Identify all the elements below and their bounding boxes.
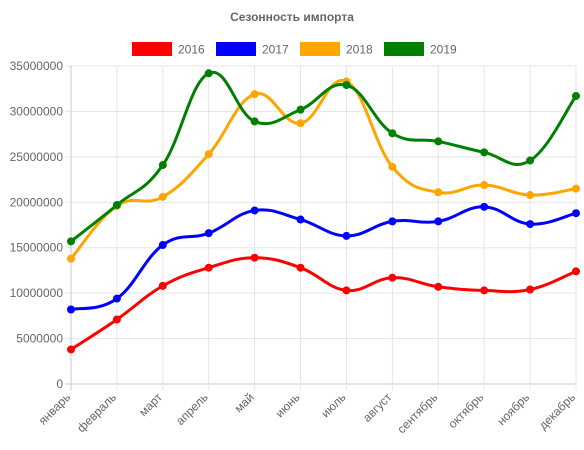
data-point-2016-январь[interactable]	[67, 345, 75, 354]
data-point-2017-июль[interactable]	[342, 231, 351, 240]
y-tick-label: 35000000	[10, 59, 64, 73]
data-point-2016-март[interactable]	[158, 281, 167, 290]
x-tick-label: июнь	[273, 390, 303, 420]
data-point-2017-декабрь[interactable]	[572, 209, 580, 218]
x-tick-label: август	[360, 390, 395, 425]
data-point-2019-сентябрь[interactable]	[434, 137, 443, 146]
data-point-2017-февраль[interactable]	[112, 294, 121, 303]
data-point-2016-август[interactable]	[388, 273, 397, 282]
data-point-2018-апрель[interactable]	[204, 150, 213, 159]
x-tick-label: июль	[318, 390, 348, 420]
data-point-2018-октябрь[interactable]	[480, 181, 489, 190]
data-point-2019-август[interactable]	[388, 129, 397, 138]
data-point-2019-февраль[interactable]	[112, 201, 121, 210]
data-point-2018-ноябрь[interactable]	[526, 191, 535, 200]
x-tick-label: сентябрь	[394, 390, 440, 436]
data-point-2016-май[interactable]	[250, 253, 259, 262]
y-tick-label: 5000000	[16, 332, 63, 346]
y-tick-label: 20000000	[10, 195, 64, 209]
data-point-2019-ноябрь[interactable]	[526, 156, 535, 165]
y-axis: 0 5000000 10000000 15000000 20000000 25000000…	[10, 59, 64, 391]
data-point-2016-июль[interactable]	[342, 286, 351, 295]
data-point-2018-июнь[interactable]	[296, 119, 305, 128]
y-tick-label: 15000000	[10, 241, 64, 255]
y-tick-label: 25000000	[10, 150, 64, 164]
x-tick-label: октябрь	[445, 390, 486, 431]
data-point-2016-апрель[interactable]	[204, 263, 213, 272]
data-point-2019-июль[interactable]	[342, 81, 351, 90]
data-point-2016-октябрь[interactable]	[480, 286, 489, 295]
data-point-2018-март[interactable]	[158, 192, 167, 201]
data-point-2017-апрель[interactable]	[204, 229, 213, 238]
y-tick-label: 10000000	[10, 286, 64, 300]
y-tick-label: 0	[56, 377, 63, 391]
grid	[65, 65, 577, 390]
legend-swatch	[132, 42, 172, 56]
data-point-2019-май[interactable]	[250, 117, 259, 126]
data-point-2017-август[interactable]	[388, 217, 397, 226]
data-point-2019-январь[interactable]	[67, 237, 75, 246]
data-point-2017-май[interactable]	[250, 206, 259, 215]
legend-item-2017[interactable]: 2017	[216, 42, 289, 57]
series-2016	[67, 253, 580, 354]
data-point-2017-октябрь[interactable]	[480, 202, 489, 211]
data-point-2018-сентябрь[interactable]	[434, 188, 443, 197]
data-point-2019-апрель[interactable]	[204, 69, 213, 78]
data-point-2018-январь[interactable]	[67, 254, 75, 263]
data-point-2019-июнь[interactable]	[296, 105, 305, 114]
series-2019	[67, 69, 580, 246]
legend-label: 2016	[178, 43, 205, 57]
y-tick-label: 30000000	[10, 104, 64, 118]
data-point-2018-май[interactable]	[250, 90, 259, 99]
data-point-2018-декабрь[interactable]	[572, 184, 580, 193]
series-layer	[67, 69, 580, 354]
x-axis: январь февраль март апрель май июнь июль август…	[36, 390, 578, 436]
data-point-2016-сентябрь[interactable]	[434, 282, 443, 291]
data-point-2016-февраль[interactable]	[112, 315, 121, 324]
x-tick-label: март	[136, 390, 165, 419]
legend-item-2016[interactable]: 2016	[132, 42, 205, 57]
legend-label: 2017	[262, 43, 289, 57]
legend-item-2019[interactable]: 2019	[384, 42, 457, 57]
legend-swatch	[216, 42, 256, 56]
legend-label: 2019	[430, 43, 457, 57]
data-point-2016-ноябрь[interactable]	[526, 285, 535, 294]
data-point-2018-август[interactable]	[388, 162, 397, 171]
data-point-2017-июнь[interactable]	[296, 215, 305, 224]
legend-label: 2018	[346, 43, 373, 57]
legend-swatch	[384, 42, 424, 56]
chart-title: Сезонность импорта	[230, 10, 354, 24]
x-tick-label: май	[232, 390, 257, 415]
data-point-2019-декабрь[interactable]	[572, 91, 580, 100]
x-tick-label: апрель	[173, 390, 211, 428]
legend-item-2018[interactable]: 2018	[300, 42, 373, 57]
x-tick-label: февраль	[74, 390, 119, 435]
x-tick-label: январь	[36, 390, 73, 427]
series-2018	[67, 77, 580, 263]
series-line-2018	[69, 78, 578, 261]
data-point-2017-март[interactable]	[158, 240, 167, 249]
series-line-2016	[69, 256, 578, 351]
series-line-2017	[69, 205, 578, 311]
legend-swatch	[300, 42, 340, 56]
data-point-2016-июнь[interactable]	[296, 263, 305, 272]
x-tick-label: декабрь	[536, 390, 578, 432]
data-point-2017-сентябрь[interactable]	[434, 217, 443, 226]
x-tick-label: ноябрь	[494, 390, 532, 428]
data-point-2016-декабрь[interactable]	[572, 267, 580, 276]
data-point-2017-ноябрь[interactable]	[526, 220, 535, 229]
data-point-2019-октябрь[interactable]	[480, 148, 489, 157]
legend: 2016 2017 2018 2019	[132, 42, 457, 57]
data-point-2019-март[interactable]	[158, 161, 167, 170]
series-2017	[67, 202, 580, 314]
data-point-2017-январь[interactable]	[67, 305, 75, 314]
